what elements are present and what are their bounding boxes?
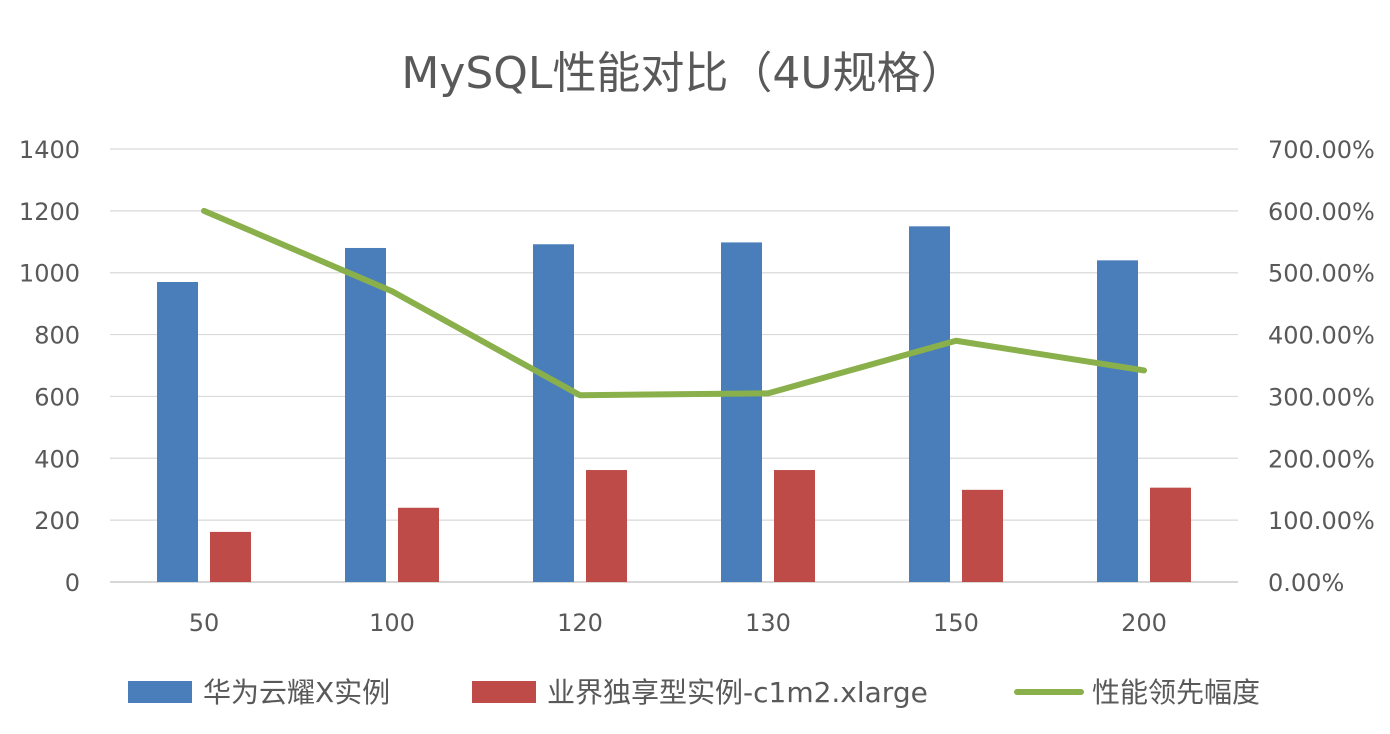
bar-huawei-x-100	[345, 247, 386, 582]
right-axis-tick-label: 300.00%	[1268, 383, 1375, 411]
chart-title: MySQL性能对比（4U规格）	[401, 48, 964, 99]
right-axis-tick-label: 700.00%	[1268, 136, 1375, 164]
legend-item-2: 性能领先幅度	[1014, 676, 1260, 709]
bar-competitor-100	[398, 507, 439, 582]
performance-lead-line	[201, 207, 1147, 399]
left-axis-tick-label: 1200	[19, 198, 80, 226]
left-axis-tick-label: 600	[34, 383, 80, 411]
legend-label: 业界独享型实例-c1m2.xlarge	[547, 676, 928, 709]
bar-competitor-120	[586, 470, 627, 582]
right-axis-tick-label: 100.00%	[1268, 507, 1375, 535]
x-axis-tick-label: 150	[933, 609, 979, 637]
right-axis-tick-label: 200.00%	[1268, 445, 1375, 473]
x-axis-tick-label: 130	[745, 609, 791, 637]
left-axis-tick-label: 200	[34, 507, 80, 535]
right-axis-tick-label: 400.00%	[1268, 322, 1375, 350]
left-axis-tick-label: 1000	[19, 260, 80, 288]
bar-competitor-200	[1150, 487, 1191, 582]
gridlines	[110, 148, 1238, 583]
legend-label: 华为云耀X实例	[203, 676, 390, 709]
left-y-axis: 0 200 400 600 800 1000 1200 1400	[19, 136, 80, 597]
left-axis-tick-label: 400	[34, 445, 80, 473]
bar-competitor-150	[962, 489, 1003, 582]
left-axis-tick-label: 1400	[19, 136, 80, 164]
x-axis-tick-label: 100	[369, 609, 415, 637]
performance-line-layer	[201, 207, 1147, 399]
legend-label: 性能领先幅度	[1092, 676, 1260, 709]
right-y-axis: 0.00% 100.00% 200.00% 300.00% 400.00% 500.00%…	[1268, 136, 1375, 597]
x-axis-tick-label: 200	[1121, 609, 1167, 637]
left-axis-tick-label: 0	[65, 569, 80, 597]
x-axis: 50 100 120 130 150 200	[189, 609, 1167, 637]
legend-swatch	[128, 681, 192, 703]
bars	[157, 226, 1191, 583]
legend: 华为云耀X实例 业界独享型实例-c1m2.xlarge 性能领先幅度	[128, 676, 1260, 709]
bar-huawei-x-200	[1097, 260, 1138, 582]
bar-huawei-x-150	[909, 226, 950, 583]
bar-huawei-x-120	[533, 244, 574, 582]
bar-huawei-x-130	[721, 242, 762, 582]
right-axis-tick-label: 0.00%	[1268, 569, 1344, 597]
bar-huawei-x-50	[157, 281, 198, 582]
legend-swatch	[472, 681, 536, 703]
right-axis-tick-label: 500.00%	[1268, 260, 1375, 288]
legend-item-0: 华为云耀X实例	[128, 676, 390, 709]
left-axis-tick-label: 800	[34, 322, 80, 350]
legend-item-1: 业界独享型实例-c1m2.xlarge	[472, 676, 928, 709]
x-axis-tick-label: 50	[189, 609, 220, 637]
right-axis-tick-label: 600.00%	[1268, 198, 1375, 226]
bar-competitor-50	[210, 531, 251, 582]
x-axis-tick-label: 120	[557, 609, 603, 637]
bar-competitor-130	[774, 470, 815, 582]
